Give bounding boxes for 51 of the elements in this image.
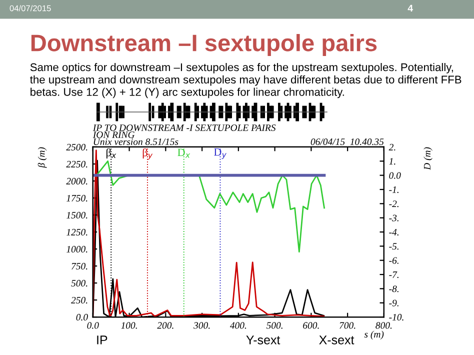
text: Y-sext (246, 336, 280, 344)
y2-tick-label: -9. (389, 300, 398, 306)
x-tick-label: 400. (230, 322, 246, 329)
x-tick-label: 500. (266, 322, 282, 329)
ref-line-label: β$_{y}$ (142, 148, 153, 160)
text: ION RING (92, 131, 135, 138)
y-tick-label: 0.0 (76, 314, 88, 321)
x-tick-label: 300. (194, 322, 210, 329)
y2-tick-label: -1. (389, 186, 398, 193)
x-tick-label: 800. (376, 322, 392, 329)
x-tick-label: 600. (303, 322, 319, 329)
text: 06/04/15 10.40.35 (310, 138, 384, 146)
y-tick-label: 1750. (66, 194, 88, 202)
y-tick-label: 2000. (66, 178, 88, 184)
ref-line-label: D$_{x}$ (178, 148, 190, 158)
y-tick-label: 1000. (66, 246, 88, 253)
x-tick-label: 700. (340, 322, 356, 329)
y-tick-label: 2250. (66, 160, 88, 168)
y-tick-label: 1250. (66, 228, 88, 236)
y2-tick-label: -4. (389, 228, 398, 236)
ref-line-label: D$_{y}$ (214, 148, 226, 160)
text: 04/07/2015 (10, 5, 51, 12)
y2-tick-label: -7. (389, 272, 398, 278)
y-tick-label: 500. (71, 280, 88, 287)
y2-tick-label: -10. (389, 314, 404, 321)
x-tick-label: 100. (121, 322, 137, 329)
y2-tick-label: -3. (389, 214, 398, 222)
y2-tick-label: 1. (389, 158, 396, 165)
x-tick-label: 0.0 (87, 322, 99, 329)
chart-subtitle: Same optics for downstream –I sextupoles as for the upstream sextupoles. Potentially, the upstream and downstream sextupoles may have different betas due to different FFB betas. Use 12 (X) + 12 (Y) arc sextupoles for linear chromaticity. (30, 63, 462, 98)
y2-tick-label: 0.0 (389, 172, 401, 179)
y2-axis-title: D (m) (424, 147, 432, 170)
y2-tick-label: -6. (389, 257, 398, 264)
text: IP TO DOWNSTREAM -I SEXTUPOLE PAIRS (92, 124, 276, 132)
y-tick-label: 2500. (66, 144, 88, 150)
text: 4 (408, 4, 413, 12)
y-tick-label: 250. (71, 296, 88, 304)
y-tick-label: 1500. (66, 212, 88, 218)
text: IP (97, 336, 108, 344)
text: X-sext (319, 336, 354, 344)
y2-tick-label: -5. (389, 243, 398, 250)
y2-tick-label: -2. (389, 200, 398, 208)
y-tick-label: 750. (72, 262, 88, 270)
x-tick-label: 200. (157, 322, 174, 329)
ref-line-label: β$_{x}$ (106, 148, 116, 159)
y2-tick-label: 2. (388, 144, 396, 150)
x-axis-title: s (m) (364, 330, 384, 340)
chart-title: Downstream –I sextupole pairs (31, 34, 377, 56)
text: Unix version 8.51/15s (94, 138, 178, 146)
y2-tick-label: -8. (389, 286, 398, 292)
y-axis-title: β (m) (38, 147, 47, 168)
